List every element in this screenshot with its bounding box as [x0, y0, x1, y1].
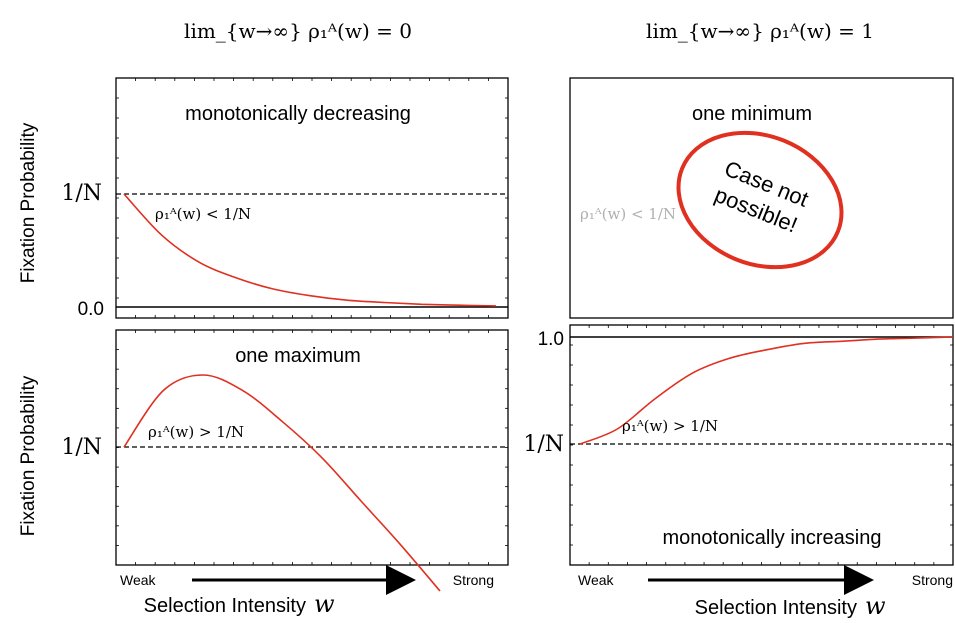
x-strong-label: Strong	[912, 572, 953, 588]
x-axis-label: Selection Intensity	[144, 595, 306, 617]
minor-ticks	[116, 330, 508, 565]
condition-label: ρ₁ᴬ(w) > 1/N	[148, 423, 244, 441]
panel-label: monotonically increasing	[662, 527, 881, 549]
panel-label: one minimum	[692, 103, 812, 125]
tick-label-one-over-n: 1/N	[61, 181, 102, 206]
x-axis-variable: w	[865, 592, 886, 620]
series-line	[123, 193, 497, 307]
y-axis-label-bottom: Fixation Probability	[18, 375, 39, 536]
tick-label-zero: 0.0	[78, 299, 104, 320]
tick-label-one: 1.0	[538, 329, 564, 350]
panel-bottom-left: one maximum ρ₁ᴬ(w) > 1/N 1/N	[61, 329, 509, 592]
x-axis-variable: w	[314, 590, 335, 618]
y-axis-label-top: Fixation Probability	[18, 122, 39, 283]
x-weak-label: Weak	[120, 572, 157, 588]
condition-label: ρ₁ᴬ(w) < 1/N	[155, 205, 251, 223]
x-axis-right: Weak Strong Selection Intensity w	[578, 565, 953, 620]
series-line	[579, 336, 954, 445]
tick-label-one-over-n: 1/N	[61, 435, 102, 460]
panel-label: one maximum	[235, 345, 361, 367]
title-left: lim_{w→∞} ρ₁ᴬ(w) = 0	[184, 19, 412, 43]
panel-bottom-right: monotonically increasing ρ₁ᴬ(w) > 1/N 1/…	[523, 324, 954, 566]
x-axis-left: Weak Strong Selection Intensity w	[120, 565, 494, 618]
panel-top-left: monotonically decreasing ρ₁ᴬ(w) < 1/N 1/…	[61, 77, 509, 320]
title-right: lim_{w→∞} ρ₁ᴬ(w) = 1	[646, 19, 874, 43]
series-line	[123, 374, 441, 592]
panel-top-right: one minimum ρ₁ᴬ(w) < 1/N Case not possib…	[569, 77, 954, 319]
case-not-possible-stamp: Case not possible!	[676, 130, 844, 270]
condition-label-ghost: ρ₁ᴬ(w) < 1/N	[580, 205, 676, 223]
x-axis-label: Selection Intensity	[695, 597, 857, 619]
panel-label: monotonically decreasing	[185, 103, 411, 125]
minor-ticks	[116, 78, 508, 318]
condition-label: ρ₁ᴬ(w) > 1/N	[622, 417, 718, 435]
x-weak-label: Weak	[578, 572, 615, 588]
minor-ticks	[570, 325, 953, 565]
x-strong-label: Strong	[453, 572, 494, 588]
tick-label-one-over-n: 1/N	[523, 432, 564, 457]
